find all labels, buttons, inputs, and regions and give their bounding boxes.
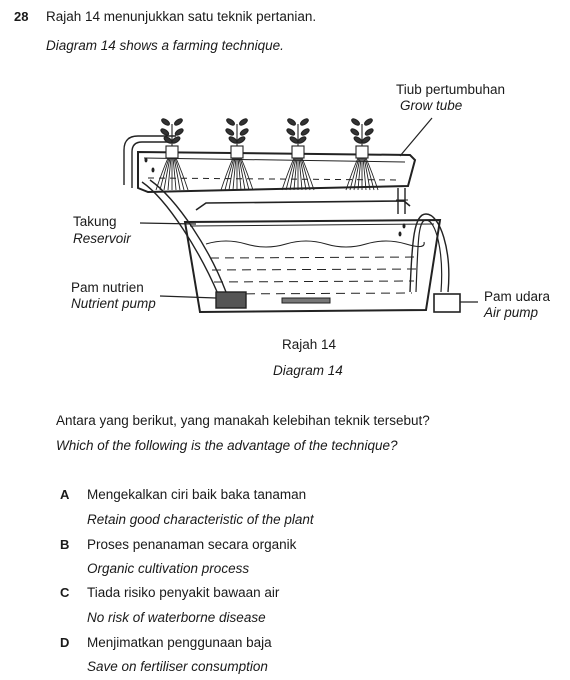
nutrient-pump-label-en: Nutrient pump (71, 296, 156, 311)
option-a-text-en[interactable]: Retain good characteristic of the plant (87, 512, 314, 527)
reservoir-leader (139, 222, 197, 225)
reservoir-label-ms: Takung (73, 214, 117, 229)
option-c-text-ms[interactable]: Tiada risiko penyakit bawaan air (87, 585, 280, 600)
water-surface (205, 240, 425, 248)
option-d-text-en[interactable]: Save on fertiliser consumption (87, 659, 268, 674)
delivery-pipe-outer (141, 181, 219, 295)
plant-1 (155, 118, 189, 191)
grow-tube-leader (399, 117, 433, 157)
question-number: 28 (14, 9, 29, 24)
option-c-text-en[interactable]: No risk of waterborne disease (87, 610, 266, 625)
delivery-pipe (149, 179, 227, 293)
reservoir-tank (183, 218, 442, 314)
option-a-letter[interactable]: A (60, 487, 70, 502)
air-pump-label-en: Air pump (484, 305, 539, 320)
question-prompt-ms: Antara yang berikut, yang manakah kelebi… (56, 413, 430, 428)
option-b-text-en[interactable]: Organic cultivation process (87, 561, 250, 576)
plant-4 (345, 118, 379, 191)
air-stone (281, 297, 331, 304)
question-stem-ms: Rajah 14 menunjukkan satu teknik pertani… (46, 9, 317, 24)
nutrient-pump-label-ms: Pam nutrien (71, 280, 144, 295)
option-b-letter[interactable]: B (60, 537, 70, 552)
air-pump-label-ms: Pam udara (484, 289, 551, 304)
air-pipe (409, 213, 450, 293)
air-pump (433, 293, 461, 313)
tube-support (195, 200, 411, 211)
plant-2 (220, 118, 254, 191)
grow-tube-label-en: Grow tube (400, 98, 463, 113)
option-d-letter[interactable]: D (60, 635, 70, 650)
nutrient-pump (215, 291, 247, 309)
plant-3 (281, 118, 315, 191)
drain-pipe (397, 188, 406, 214)
grow-tube-label-ms: Tiub pertumbuhan (396, 82, 506, 97)
hydroponics-diagram (123, 117, 478, 314)
grow-tube (137, 150, 417, 194)
question-stem-en: Diagram 14 shows a farming technique. (46, 38, 284, 53)
nutrient-pump-leader (159, 295, 217, 299)
question-prompt-en: Which of the following is the advantage … (56, 438, 398, 453)
diagram-caption-ms: Rajah 14 (282, 337, 337, 352)
option-b-text-ms[interactable]: Proses penanaman secara organik (87, 537, 297, 552)
option-a-text-ms[interactable]: Mengekalkan ciri baik baka tanaman (87, 487, 307, 502)
option-d-text-ms[interactable]: Menjimatkan penggunaan baja (87, 635, 272, 650)
option-c-letter[interactable]: C (60, 585, 70, 600)
reservoir-label-en: Reservoir (73, 231, 131, 246)
diagram-caption-en: Diagram 14 (273, 363, 343, 378)
